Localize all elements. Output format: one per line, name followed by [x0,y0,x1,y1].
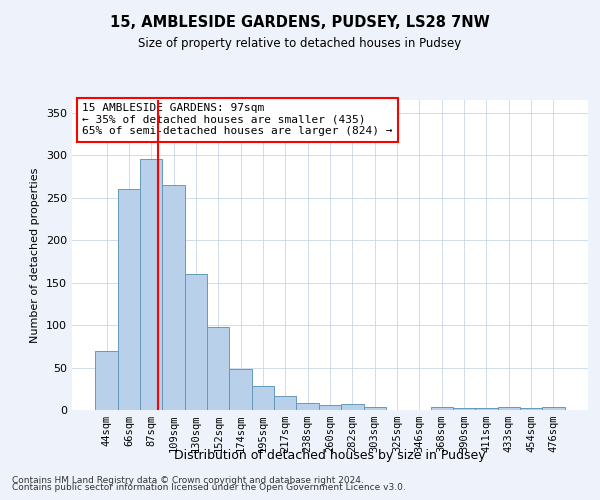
Bar [364,408,386,410]
Text: 15, AMBLESIDE GARDENS, PUDSEY, LS28 7NW: 15, AMBLESIDE GARDENS, PUDSEY, LS28 7NW [110,15,490,30]
Bar [453,408,475,410]
Text: Contains HM Land Registry data © Crown copyright and database right 2024.: Contains HM Land Registry data © Crown c… [12,476,364,485]
Bar [140,160,163,410]
Text: Size of property relative to detached houses in Pudsey: Size of property relative to detached ho… [139,38,461,51]
Bar [341,404,364,410]
Bar [542,408,565,410]
Bar [95,350,118,410]
Bar [163,185,185,410]
Bar [185,274,207,410]
Bar [431,408,453,410]
Bar [319,405,341,410]
Bar [252,386,274,410]
Text: 15 AMBLESIDE GARDENS: 97sqm
← 35% of detached houses are smaller (435)
65% of se: 15 AMBLESIDE GARDENS: 97sqm ← 35% of det… [82,103,393,136]
Bar [274,396,296,410]
Bar [229,369,252,410]
Y-axis label: Number of detached properties: Number of detached properties [31,168,40,342]
Bar [497,408,520,410]
Bar [118,189,140,410]
Text: Distribution of detached houses by size in Pudsey: Distribution of detached houses by size … [174,448,486,462]
Bar [520,408,542,410]
Text: Contains public sector information licensed under the Open Government Licence v3: Contains public sector information licen… [12,484,406,492]
Bar [207,327,229,410]
Bar [475,408,497,410]
Bar [296,403,319,410]
